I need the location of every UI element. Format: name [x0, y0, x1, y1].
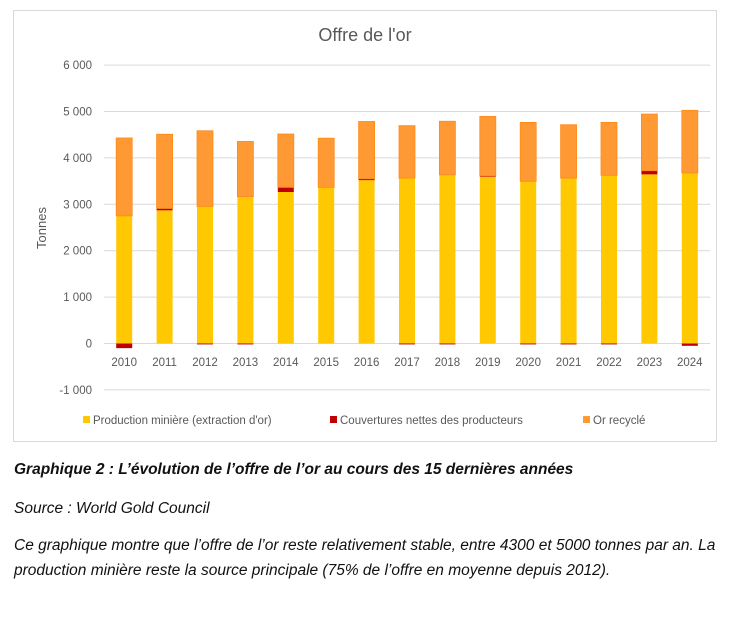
- bar-hedging-2010: [116, 343, 133, 349]
- legend-label: Production minière (extraction d'or): [93, 415, 272, 427]
- x-tick-label: 2024: [677, 357, 703, 369]
- y-axis-label: Tonnes: [34, 207, 49, 249]
- y-tick-label: 3 000: [63, 199, 92, 211]
- legend-swatch: [330, 416, 337, 423]
- bar-production-2020: [520, 181, 537, 344]
- y-tick-label: 2 000: [63, 246, 92, 258]
- bar-hedging-2018: [439, 343, 456, 345]
- x-tick-label: 2010: [111, 357, 137, 369]
- x-tick-label: 2015: [313, 357, 339, 369]
- bar-hedging-2013: [237, 343, 254, 345]
- bar-recycled-2011: [156, 133, 174, 209]
- bar-hedging-2012: [197, 343, 213, 345]
- x-tick-label: 2019: [475, 357, 501, 369]
- x-tick-label: 2016: [354, 357, 380, 369]
- bar-recycled-2020: [519, 122, 537, 182]
- x-tick-label: 2020: [515, 357, 541, 369]
- y-tick-label: 5 000: [63, 107, 92, 119]
- x-tick-label: 2014: [273, 357, 299, 369]
- gold-supply-chart: Offre de l'or Tonnes -1 000 0 1 000 2 000 3 …: [13, 10, 717, 442]
- bar-recycled-2023: [641, 113, 658, 172]
- bar-recycled-2019: [479, 115, 497, 177]
- x-tick-label: 2018: [435, 357, 461, 369]
- bar-recycled-2018: [438, 120, 456, 176]
- x-tick-label: 2022: [596, 357, 622, 369]
- bar-hedging-2023: [641, 170, 658, 175]
- x-tick-label: 2012: [192, 357, 218, 369]
- bar-production-2011: [156, 210, 173, 344]
- chart-title: Offre de l'or: [318, 25, 411, 45]
- x-tick-label: 2021: [556, 357, 582, 369]
- bar-hedging-2011: [156, 208, 173, 211]
- bar-recycled-2024: [681, 109, 699, 174]
- legend-swatch: [583, 416, 590, 423]
- x-tick-label: 2013: [233, 357, 259, 369]
- bar-production-2014: [277, 192, 294, 344]
- bar-recycled-2017: [398, 125, 416, 179]
- bar-recycled-2021: [560, 124, 577, 179]
- bar-hedging-2021: [560, 343, 577, 345]
- bar-production-2024: [681, 172, 698, 344]
- bar-production-2015: [318, 187, 335, 344]
- bar-production-2023: [641, 174, 658, 344]
- legend-swatch: [83, 416, 90, 423]
- figure-source: Source : World Gold Council: [14, 500, 210, 517]
- bar-hedging-2017: [399, 343, 415, 345]
- x-tick-label: 2011: [152, 357, 177, 369]
- bar-hedging-2022: [601, 343, 617, 345]
- bar-production-2022: [601, 175, 617, 344]
- bar-hedging-2024: [681, 343, 698, 346]
- bar-hedging-2019: [479, 175, 496, 177]
- bar-production-2012: [197, 206, 213, 344]
- bar-recycled-2013: [236, 141, 254, 198]
- bar-production-2017: [399, 178, 415, 344]
- bar-production-2018: [439, 174, 456, 344]
- bar-production-2019: [479, 176, 496, 344]
- y-tick-label: -1 000: [59, 385, 92, 397]
- bar-hedging-2020: [520, 343, 537, 345]
- bar-hedging-2016: [358, 178, 375, 181]
- bar-recycled-2016: [358, 121, 376, 180]
- bar-production-2016: [358, 180, 375, 344]
- y-tick-label: 4 000: [63, 153, 92, 165]
- y-tick-label: 0: [86, 339, 92, 351]
- bar-production-2010: [116, 215, 133, 344]
- bar-recycled-2014: [277, 133, 295, 188]
- figure-caption: Graphique 2 : L’évolution de l’offre de …: [14, 461, 574, 478]
- bar-recycled-2022: [600, 122, 618, 176]
- legend-label: Couvertures nettes des producteurs: [340, 415, 523, 427]
- bar-hedging-2014: [277, 187, 294, 193]
- y-tick-label: 6 000: [63, 60, 92, 72]
- bar-recycled-2010: [115, 137, 133, 217]
- legend-label: Or recyclé: [593, 415, 645, 427]
- figure-description: Ce graphique montre que l’offre de l’or …: [14, 537, 716, 579]
- x-tick-label: 2023: [637, 357, 663, 369]
- bar-recycled-2012: [196, 130, 214, 207]
- bar-production-2013: [237, 196, 254, 344]
- bar-production-2021: [560, 178, 577, 344]
- y-tick-label: 1 000: [63, 292, 92, 304]
- bar-recycled-2015: [317, 137, 335, 188]
- x-tick-label: 2017: [394, 357, 420, 369]
